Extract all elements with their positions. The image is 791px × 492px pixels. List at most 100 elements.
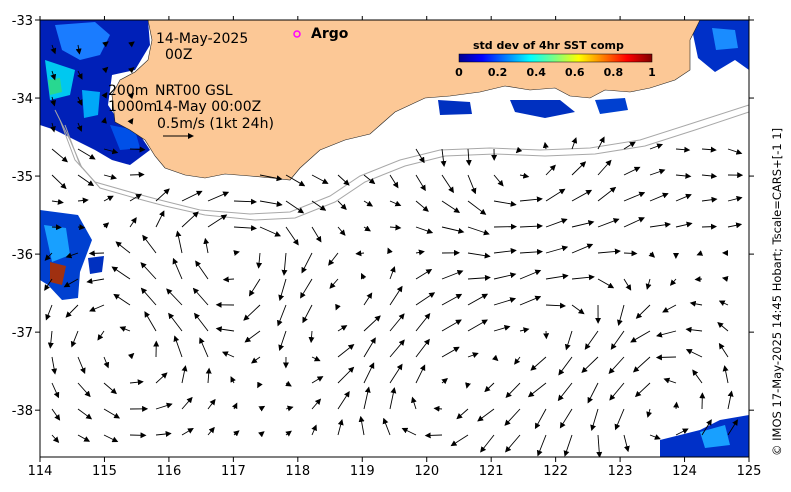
current-vector-arrow [155,188,170,202]
current-vector-arrow [70,330,79,348]
current-vector-arrow [128,41,135,48]
current-vector-arrow [230,376,236,384]
current-vector-arrow [155,372,168,384]
current-vector-arrow [337,366,355,384]
current-vector-arrow [233,430,240,437]
current-vector-field [44,41,744,457]
current-vector-arrow [77,408,93,420]
current-vector-arrow [50,44,57,55]
current-vector-arrow [505,434,521,453]
current-vector-arrow [727,222,743,229]
current-vector-arrow [222,276,235,283]
current-vector-arrow [119,326,131,332]
current-vector-arrow [207,426,215,436]
current-vector-arrow [337,343,355,358]
argo-marker-icon [293,30,301,38]
current-vector-arrow [467,293,489,306]
current-vector-arrow [259,200,283,207]
current-vector-arrow [389,339,405,358]
current-vector-arrow [155,402,173,410]
current-vector-arrow [519,172,530,179]
current-vector-arrow [571,161,587,176]
x-tick-label: 117 [221,464,246,479]
colorbar-tick-label: 0.4 [526,66,546,79]
current-vector-arrow [101,91,108,99]
current-vector-arrow [545,188,566,202]
current-vector-arrow [415,338,430,358]
current-vector-arrow [278,330,287,351]
current-vector-arrow [456,408,469,420]
y-tick-label: -36 [12,248,33,263]
current-vector-arrow [493,272,517,280]
current-vector-arrow [45,304,53,321]
product-time-label: 14-May 00:00Z [155,99,261,115]
current-vector-arrow [415,200,429,212]
current-vector-arrow [113,293,131,306]
current-vector-arrow [155,210,165,228]
current-vector-arrow [415,292,436,306]
x-tick-label: 114 [28,464,53,479]
colorbar-tick-label: 0.2 [488,66,508,79]
current-vector-arrow [480,434,495,453]
current-vector-arrow [221,351,235,358]
current-vector-arrow [515,146,523,154]
current-vector-arrow [358,415,365,436]
x-axis: 114 115 116 117 118 119 120 121 122 123 124 125 [28,16,761,479]
current-vector-arrow [207,191,230,202]
current-vector-arrow [181,396,193,410]
current-vector-arrow [363,386,371,410]
current-vector-arrow [519,248,543,255]
current-vector-arrow [655,354,677,361]
current-vector-arrow [662,304,677,313]
current-vector-arrow [337,419,344,436]
current-vector-arrow [311,376,324,384]
current-vector-arrow [129,379,144,386]
current-vector-arrow [101,117,107,124]
depth-label-200m: 200m [108,83,148,99]
y-tick-label: -33 [12,14,33,29]
current-vector-arrow [51,148,68,163]
current-vector-arrow [363,200,374,207]
current-vector-arrow [382,417,391,436]
current-vector-arrow [632,356,651,373]
current-vector-arrow [207,398,216,410]
current-vector-arrow [717,321,729,332]
current-vector-arrow [534,408,547,430]
current-vector-arrow [701,172,718,179]
current-vector-arrow [181,365,188,384]
current-vector-arrow [363,174,376,185]
plot-frame [39,19,750,458]
current-vector-arrow [77,197,89,204]
current-vector-arrow [311,174,329,184]
current-vector-arrow [685,349,703,358]
current-vector-arrow [65,252,79,259]
current-vector-arrow [675,221,693,228]
current-vector-arrow [337,325,348,332]
current-vector-arrow [467,174,477,195]
current-vector-arrow [329,278,339,289]
current-vector-arrow [424,432,443,439]
current-vector-arrow [596,434,603,457]
current-vector-arrow [389,266,396,280]
current-vector-arrow [415,226,434,234]
current-vector-arrow [614,408,625,431]
current-vector-arrow [102,222,110,229]
current-vector-arrow [505,382,521,399]
current-vector-arrow [646,408,653,418]
current-vector-arrow [722,365,729,384]
current-vector-arrow [597,218,620,228]
current-vector-arrow [669,278,677,286]
current-vector-arrow [103,408,121,419]
current-vector-arrow [623,166,641,176]
current-vector-arrow [727,390,734,410]
current-vector-arrow [701,146,717,153]
current-vector-arrow [127,92,135,100]
current-vector-arrow [65,304,79,318]
current-vector-arrow [727,195,743,202]
colorbar-title: std dev of 4hr SST comp [473,39,624,52]
current-vector-arrow [721,276,729,282]
current-vector-arrow [441,226,465,234]
x-tick-label: 116 [156,464,181,479]
current-vector-arrow [519,196,543,203]
x-tick-label: 122 [543,464,568,479]
